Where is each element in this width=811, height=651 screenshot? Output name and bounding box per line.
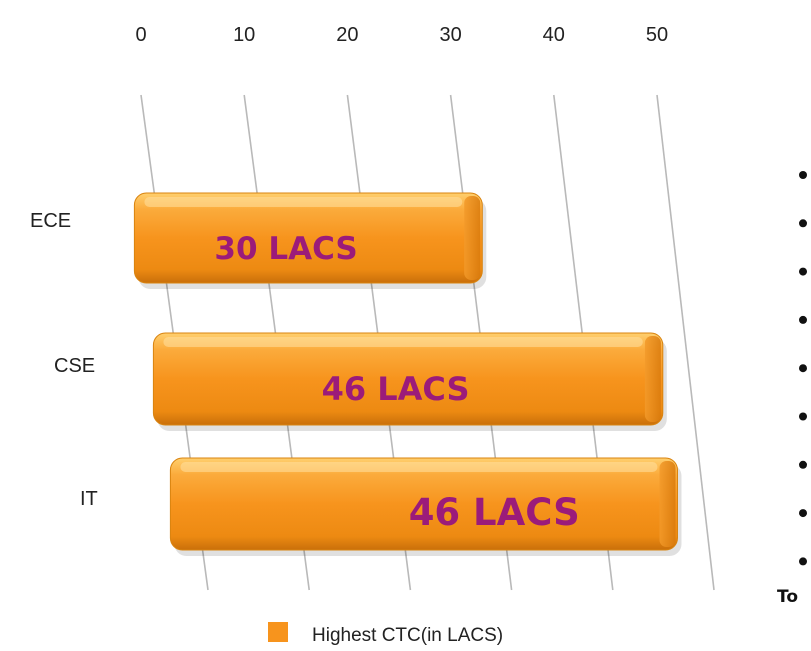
bar-end-cap — [644, 336, 661, 422]
x-tick-label: 0 — [135, 24, 146, 46]
bar-it — [169, 457, 682, 556]
bar-cse — [152, 332, 667, 431]
side-truncated-text: To — [777, 587, 798, 607]
data-label: 46 LACS — [322, 370, 470, 408]
bar-highlight — [144, 197, 463, 207]
grid-line-5 — [656, 94, 715, 591]
category-label: ECE — [30, 210, 71, 232]
side-bullet — [799, 315, 807, 324]
x-tick-label: 10 — [233, 24, 255, 46]
side-bullet — [799, 364, 807, 373]
legend-label: Highest CTC(in LACS) — [312, 625, 503, 646]
category-label: CSE — [54, 355, 95, 377]
bar-end-cap — [464, 196, 481, 280]
bar-end-cap — [659, 461, 676, 547]
bar-highlight — [163, 337, 643, 347]
side-bullet — [799, 219, 807, 228]
bar-body — [133, 192, 483, 284]
x-tick-label: 20 — [336, 24, 358, 46]
side-bullet — [799, 267, 807, 276]
data-label: 46 LACS — [409, 491, 580, 534]
side-bullet — [799, 460, 807, 469]
legend: Highest CTC(in LACS) — [268, 622, 503, 646]
bar-body — [152, 332, 664, 426]
side-bullet — [799, 412, 807, 421]
side-text-list: To — [777, 171, 807, 607]
legend-swatch — [268, 622, 288, 642]
x-tick-label: 50 — [646, 24, 668, 46]
category-labels: ECE CSE IT — [30, 210, 98, 510]
x-tick-label: 40 — [543, 24, 565, 46]
x-axis-ticks: 0 10 20 30 40 50 — [135, 24, 668, 46]
side-bullet — [799, 509, 807, 518]
bars — [133, 192, 682, 556]
category-label: IT — [80, 488, 98, 510]
bar-body — [169, 457, 678, 551]
data-labels: 30 LACS 46 LACS 46 LACS — [214, 231, 579, 534]
bar-ece — [133, 192, 487, 289]
side-bullet — [799, 557, 807, 566]
x-tick-label: 30 — [439, 24, 461, 46]
data-label: 30 LACS — [214, 231, 357, 267]
bar-highlight — [180, 462, 658, 472]
side-bullet — [799, 171, 807, 179]
